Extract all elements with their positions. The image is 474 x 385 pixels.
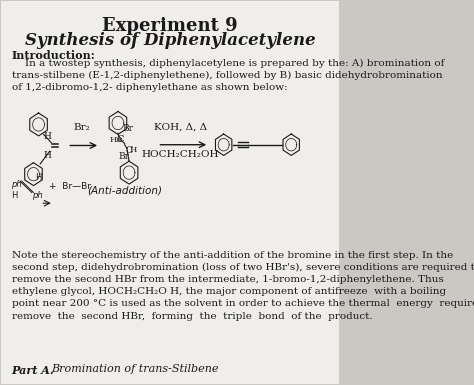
Text: Note the stereochemistry of the anti-addition of the bromine in the first step. : Note the stereochemistry of the anti-add…: [11, 251, 474, 321]
Text: C: C: [126, 146, 133, 155]
Text: (Anti-addition): (Anti-addition): [88, 186, 163, 196]
FancyBboxPatch shape: [1, 2, 339, 383]
Text: ph: ph: [32, 191, 42, 200]
Text: H: H: [130, 146, 137, 154]
Text: C: C: [116, 135, 124, 144]
Text: Br: Br: [119, 152, 130, 161]
Text: Part A.: Part A.: [11, 365, 54, 375]
Text: Ha: Ha: [109, 136, 122, 144]
Text: ph: ph: [11, 180, 22, 189]
Text: In a twostep synthesis, diphenylacetylene is prepared by the: A) bromination of
: In a twostep synthesis, diphenylacetylen…: [11, 59, 444, 92]
Text: H: H: [44, 132, 51, 141]
Text: HOCH₂CH₂OH: HOCH₂CH₂OH: [142, 151, 219, 159]
Text: H: H: [44, 151, 51, 160]
Text: Synthesis of Diphenylacetylene: Synthesis of Diphenylacetylene: [25, 32, 316, 49]
Text: Br₂: Br₂: [73, 123, 90, 132]
Text: Introduction:: Introduction:: [11, 50, 95, 61]
Text: Bromination of trans-Stilbene: Bromination of trans-Stilbene: [51, 365, 219, 375]
Text: H: H: [35, 173, 42, 182]
Text: Br: Br: [122, 124, 133, 133]
Text: +  Br—Br: + Br—Br: [49, 182, 91, 191]
Text: H: H: [11, 191, 18, 200]
Text: KOH, Δ, Δ: KOH, Δ, Δ: [154, 123, 207, 132]
Text: Experiment 9: Experiment 9: [102, 17, 238, 35]
